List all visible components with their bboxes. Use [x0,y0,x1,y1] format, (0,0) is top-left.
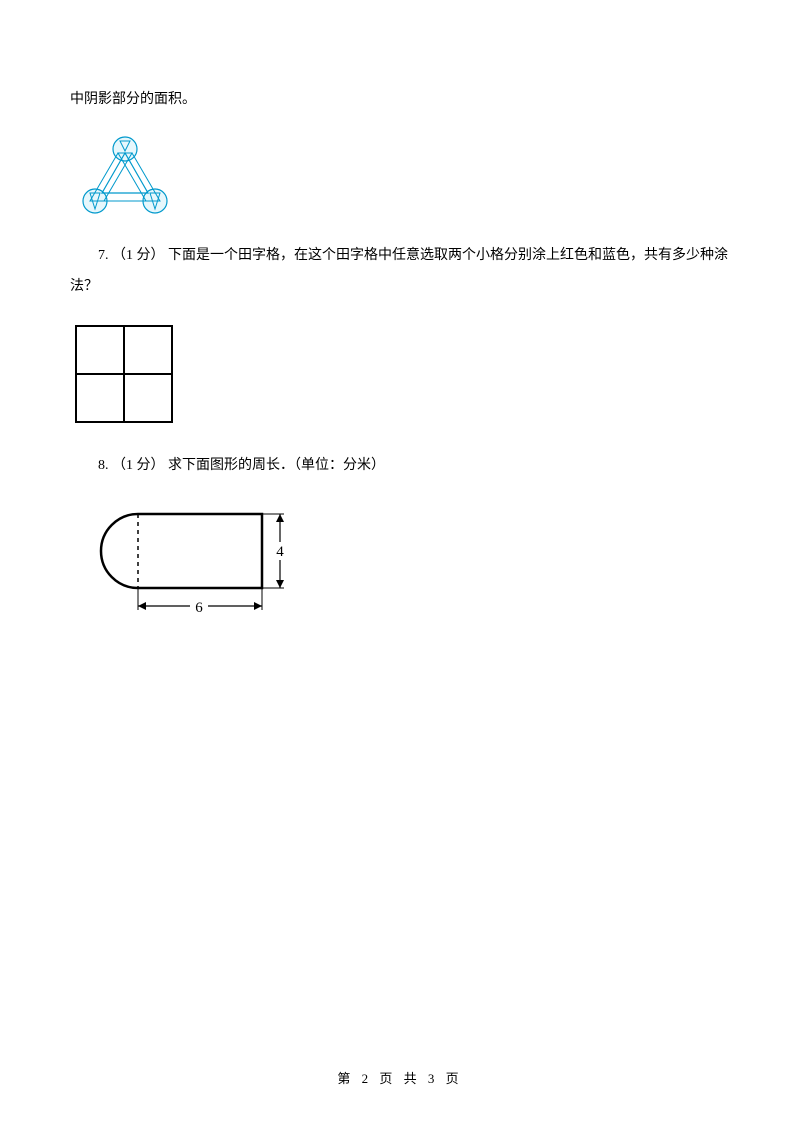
question-8: 8. （1 分） 求下面图形的周长．（单位：分米） [70,451,730,482]
question-7: 7. （1 分） 下面是一个田字格，在这个田字格中任意选取两个小格分别涂上红色和… [70,241,730,303]
dim-label-4: 4 [276,544,284,560]
page-footer: 第 2 页 共 3 页 [0,1068,800,1087]
q8-text: 求下面图形的周长．（单位：分米） [168,458,385,473]
fragment-text: 中阴影部分的面积。 [70,85,730,116]
figure-stadium-shape: 6 4 [70,500,730,630]
figure-tian-grid [70,320,730,433]
dim-label-6: 6 [195,600,203,616]
figure-triangle-circles [70,131,730,226]
q8-prefix: 8. （1 分） [98,458,168,473]
q7-text: 下面是一个田字格，在这个田字格中任意选取两个小格分别涂上红色和蓝色，共有多少种涂… [70,248,728,294]
q7-prefix: 7. （1 分） [98,248,168,263]
